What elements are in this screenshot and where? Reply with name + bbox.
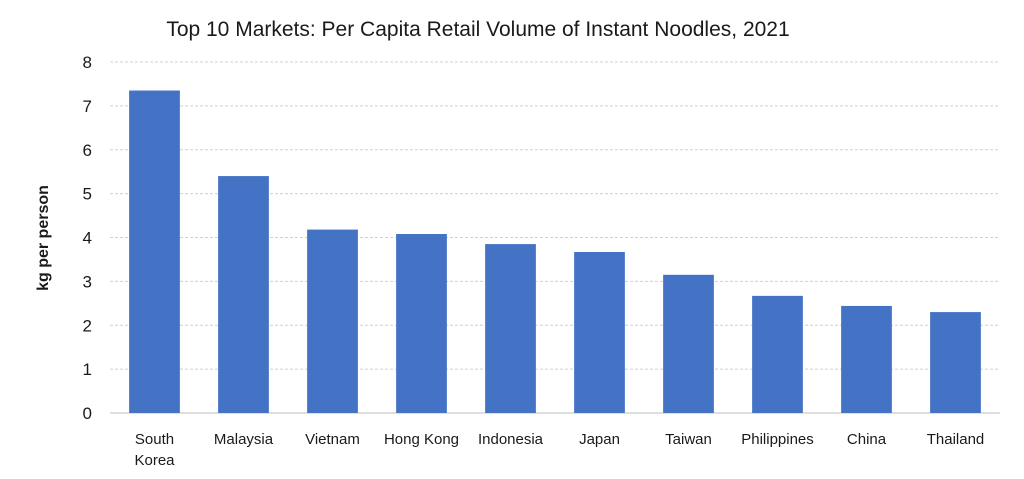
y-tick-label: 4 [83,229,92,248]
y-axis-ticks: 0 1 2 3 4 5 6 7 8 [83,53,92,423]
bars [129,90,981,414]
y-tick-label: 8 [83,53,92,72]
x-axis-ticks: South Korea Malaysia Vietnam Hong Kong Indone… [134,431,984,469]
bar-japan [574,251,625,413]
bar-thailand [930,312,981,413]
bar-malaysia [218,176,269,413]
chart-title: Top 10 Markets: Per Capita Retail Volume… [166,18,789,41]
x-tick-label: Indonesia [478,431,544,448]
bar-taiwan [663,274,714,413]
x-tick-label: Hong Kong [384,431,459,448]
bar-indonesia [485,244,536,413]
y-tick-label: 6 [83,141,92,160]
bar-hong-kong [396,233,447,413]
x-tick-label: China [847,431,887,448]
x-tick-label: Japan [579,431,620,448]
x-tick-label: Korea [134,452,175,469]
bar-vietnam [307,229,358,413]
bar-china [841,305,892,413]
y-tick-label: 5 [83,185,92,204]
x-tick-label: Philippines [741,431,814,448]
x-tick-label: Vietnam [305,431,360,448]
y-tick-label: 0 [83,404,92,423]
y-tick-label: 2 [83,316,92,335]
y-tick-label: 1 [83,360,92,379]
x-tick-label: Taiwan [665,431,712,448]
bar-philippines [752,295,803,413]
x-tick-label: Thailand [927,431,985,448]
x-tick-label: Malaysia [214,431,274,448]
y-tick-label: 7 [83,97,92,116]
y-axis-label: kg per person [35,185,52,291]
bar-south-korea [129,90,180,414]
y-tick-label: 3 [83,272,92,291]
x-tick-label: South [135,431,174,448]
